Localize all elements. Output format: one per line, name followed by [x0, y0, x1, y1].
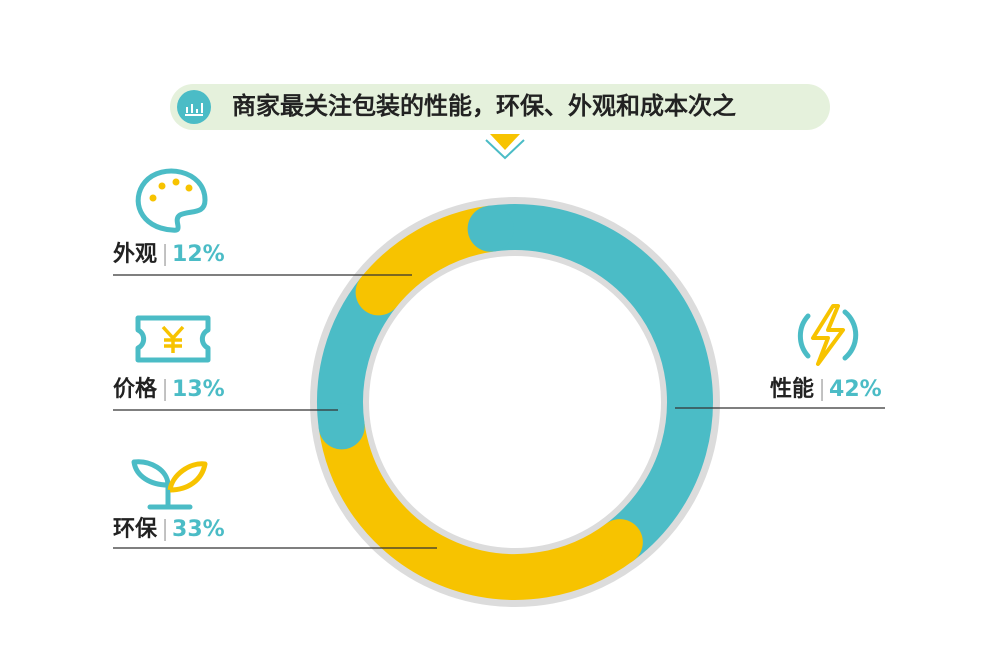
- title-chevron-line: [485, 139, 525, 160]
- donut-segment: [487, 204, 713, 561]
- title-icon: [177, 90, 211, 124]
- segment-cap: [355, 269, 402, 316]
- segment-cap: [596, 519, 643, 566]
- value-label: 13%: [172, 377, 225, 402]
- donut: [317, 204, 713, 600]
- title-pill: [170, 84, 830, 130]
- ticket-icon: [135, 315, 211, 363]
- category-label: 价格: [113, 376, 158, 402]
- yen-sign: [161, 325, 185, 353]
- title-chevron: [490, 134, 520, 150]
- sprout-right: [167, 461, 208, 493]
- category-label: 性能: [770, 376, 814, 402]
- value-label: 42%: [829, 377, 882, 402]
- palette-icon: [135, 168, 208, 233]
- palette-dots: [149, 178, 193, 202]
- sprout-left: [131, 459, 171, 508]
- chart-title: 商家最关注包装的性能，环保、外观和成本次之: [232, 92, 736, 120]
- value-label: 12%: [172, 242, 225, 267]
- bolt: [811, 304, 845, 366]
- labels: 性能 42% 环保 33% 价格 13% 外观 12%: [113, 241, 885, 549]
- category-label: 环保: [113, 517, 158, 542]
- donut-segment: [318, 422, 634, 600]
- segment-cap: [467, 205, 514, 252]
- value-label: 33%: [172, 517, 225, 542]
- segment-cap: [318, 403, 365, 450]
- title-icon-bars: [185, 103, 203, 116]
- bolt-ring: [797, 309, 859, 361]
- category-label: 外观: [113, 241, 157, 267]
